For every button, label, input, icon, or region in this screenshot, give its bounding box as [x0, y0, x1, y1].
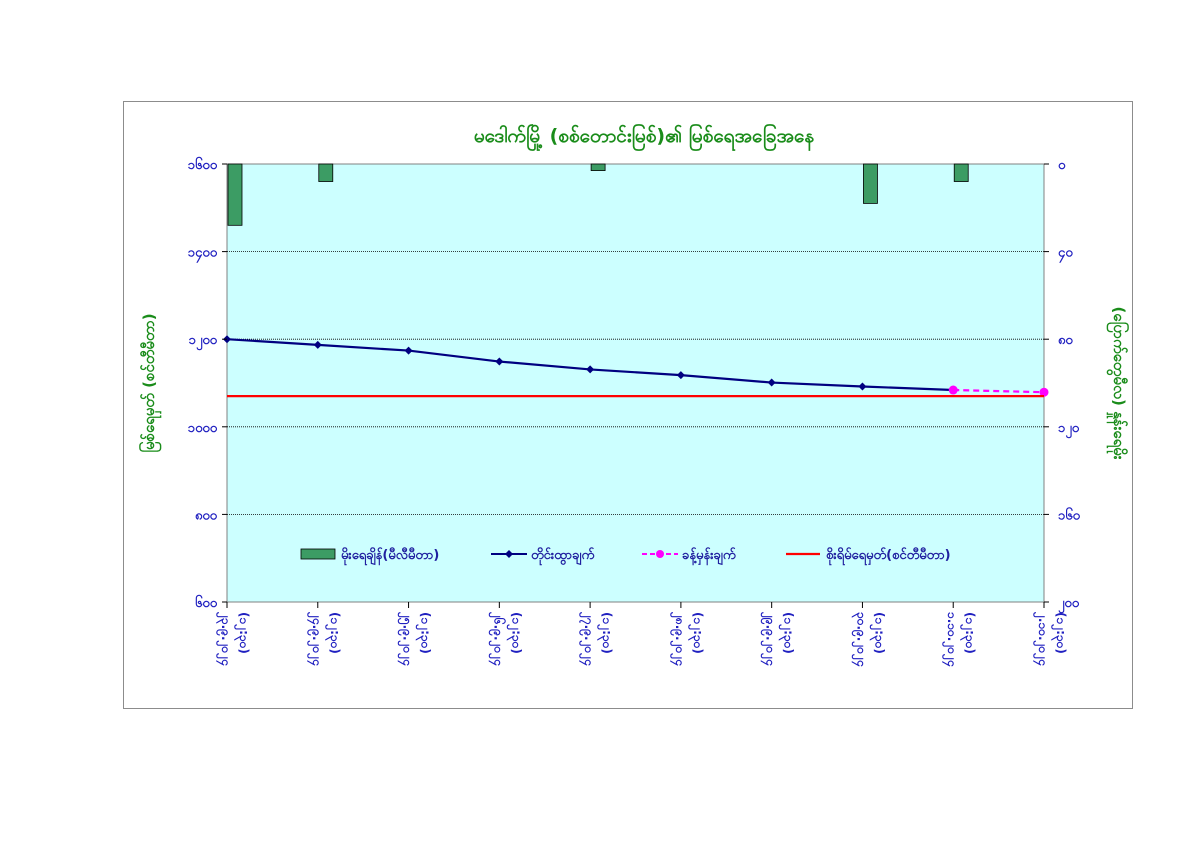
left-tick-label: ၈၀၀ [195, 508, 218, 523]
x-tick-label-group: ၂၄.၉.၂၀၂၄ (၁၂:၃၀) [306, 611, 342, 666]
x-tick-label-time: (၁၂:၃၀) [1050, 612, 1068, 654]
legend-rainfall-swatch [300, 548, 336, 560]
x-tick-label-group: ၂၈.၉.၂၀၂၄ (၁၂:၃၀) [669, 611, 705, 666]
x-tick-label-group: ၂၃.၉.၂၀၂၄ (၁၂:၃၀) [215, 611, 251, 666]
x-tick-label-time: (၁၂:၃၀) [868, 612, 886, 654]
x-tick-label-date: ၂၉.၉.၂၀၂၄ [760, 611, 778, 666]
x-tick-label-time: (၁၂:၃၀) [778, 612, 796, 654]
x-tick-label-date: ၂၈.၉.၂၀၂၄ [669, 611, 687, 666]
forecast-point [948, 385, 958, 395]
x-tick-label-group: ၂၇.၉.၂၀၂၄ (၁၂:၃၀) [578, 611, 614, 666]
x-tick-label-time: (၁၂:၃၀) [596, 612, 614, 654]
rainfall-bar [953, 163, 969, 182]
legend-label: မိုးရေချိန်(မီလီမီတာ) [341, 546, 439, 566]
x-tick-label-time: (၁၂:၃၀) [324, 612, 342, 654]
x-tick-label-group: ၂၆.၉.၂၀၂၄ (၁၂:၃၀) [487, 611, 523, 666]
observed-point [313, 340, 322, 349]
x-tick-label-date: ၁.၁၀.၂၀၂၄ [941, 612, 959, 667]
forecast-line [953, 388, 1045, 394]
x-tick-label-group: ၂၉.၉.၂၀၂၄ (၁၂:၃၀) [760, 611, 796, 666]
observed-point [676, 371, 685, 380]
x-tick-label-date: ၂၄.၉.၂၀၂၄ [306, 611, 324, 666]
x-tick-label-date: ၃၀.၉.၂၀၂၄ [850, 612, 868, 667]
left-axis-title: မြစ်ရေမှတ် (စင်တီမီတာ) [138, 313, 162, 452]
legend-forecast-marker [656, 550, 664, 558]
right-tick-label: ၄၀ [1058, 246, 1073, 264]
x-tick-label-group: ၁.၁၀.၂၀၂၄ (၁၂:၃၀) [941, 612, 977, 667]
left-tick-label: ၁၄၀၀ [188, 246, 218, 264]
right-tick-label: ၈၀ [1058, 333, 1073, 348]
left-tick-label: ၁၀၀၀ [188, 421, 218, 436]
legend-observed-marker [505, 550, 513, 558]
right-tick-label: ၁၆၀ [1058, 506, 1081, 523]
legend-label: တိုင်းထွာချက် [531, 546, 594, 566]
right-axis-title: (ပြောက်တွေမီလ) နှုန်းရေမိုး [1106, 306, 1130, 459]
x-tick-label-date: ၂၅.၉.၂၀၂၄ [397, 611, 415, 666]
rainfall-bar [227, 163, 243, 226]
left-tick-label: ၁၆၀၀ [188, 156, 218, 173]
forecast-point [1039, 387, 1049, 397]
x-tick-label-date: ၂၆.၉.၂၀၂၄ [487, 611, 507, 666]
rainfall-bar [863, 163, 878, 204]
observed-point [767, 378, 776, 387]
x-tick-label-date: ၂၃.၉.၂၀၂၄ [215, 611, 233, 666]
x-tick-label-time: (၁၂:၃၀) [505, 612, 523, 654]
observed-point [586, 365, 595, 374]
x-tick-label-time: (၁၂:၃၀) [687, 612, 705, 654]
x-tick-label-time: (၁၂:၃၀) [233, 612, 251, 654]
chart-svg: မဒေါက်မြို့ (စစ်တောင်းမြစ်)၏ မြစ်ရေအခြေအ… [138, 122, 1130, 667]
chart-frame: မဒေါက်မြို့ (စစ်တောင်းမြစ်)၏ မြစ်ရေအခြေအ… [123, 101, 1133, 709]
plot-area [226, 163, 1045, 603]
x-tick-label-date: ၂.၁၀.၂၀၂၄ [1032, 611, 1050, 666]
x-tick-label-group: ၂.၁၀.၂၀၂၄ (၁၂:၃၀) [1032, 611, 1068, 666]
chart-title: မဒေါက်မြို့ (စစ်တောင်းမြစ်)၏ မြစ်ရေအခြေအ… [474, 122, 815, 152]
x-tick-label-group: ၂၅.၉.၂၀၂၄ (၁၂:၃၀) [397, 611, 433, 666]
rainfall-bar [590, 163, 606, 171]
right-tick-label: ၂၀၀ [1058, 596, 1080, 614]
legend-label: ခန့်မှန်းချက် [682, 546, 736, 566]
left-tick-label: ၁၂၀၀ [189, 333, 218, 351]
right-tick-label: ၁၂၀ [1058, 421, 1080, 439]
x-tick-label-time: (၁၂:၃၀) [415, 612, 433, 654]
observed-point [495, 357, 504, 366]
observed-point [404, 346, 413, 355]
x-tick-label-group: ၃၀.၉.၂၀၂၄ (၁၂:၃၀) [850, 612, 886, 667]
left-tick-label: ၆၀၀ [195, 594, 218, 611]
rainfall-bar [318, 163, 334, 182]
x-tick-label-time: (၁၂:၃၀) [959, 612, 977, 654]
x-tick-label-date: ၂၇.၉.၂၀၂၄ [578, 611, 596, 666]
legend-label: စိုးရိမ်ရေမှတ်(စင်တီမီတာ) [826, 546, 951, 566]
right-tick-label: ၀ [1058, 158, 1066, 173]
observed-point [858, 382, 867, 391]
